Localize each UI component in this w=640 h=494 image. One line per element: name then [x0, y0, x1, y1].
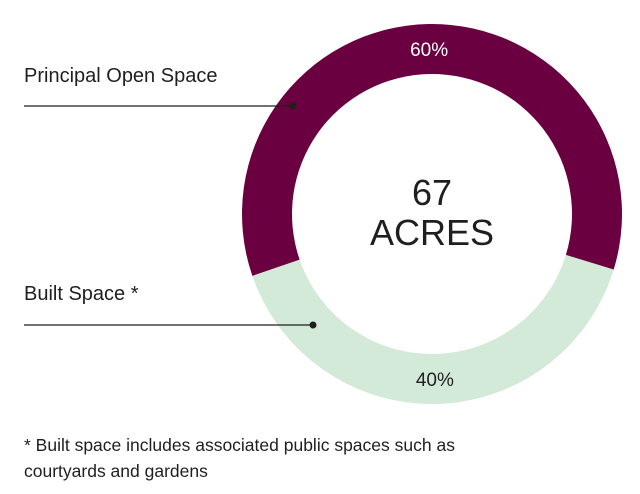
center-unit: ACRES [370, 212, 494, 253]
callout-lines [24, 102, 317, 329]
donut-slice-0 [252, 254, 614, 404]
callout-dot-1 [309, 321, 317, 329]
slice-value-labels: 40% 60% [410, 40, 454, 391]
footnote-line: * Built space includes associated public… [24, 435, 455, 455]
slice-value-label-1: 60% [410, 40, 448, 61]
center-value: 67 [412, 172, 452, 213]
legend-label-principal-open-space: Principal Open Space [24, 65, 218, 87]
callout-dot-0 [289, 102, 297, 110]
footnote-line: courtyards and gardens [24, 461, 208, 481]
footnote: * Built space includes associated public… [24, 432, 584, 484]
legend-label-built-space: Built Space * [24, 283, 139, 305]
slice-value-label-0: 40% [416, 370, 454, 391]
donut-slices [242, 24, 622, 404]
donut-slice-1 [242, 24, 622, 276]
